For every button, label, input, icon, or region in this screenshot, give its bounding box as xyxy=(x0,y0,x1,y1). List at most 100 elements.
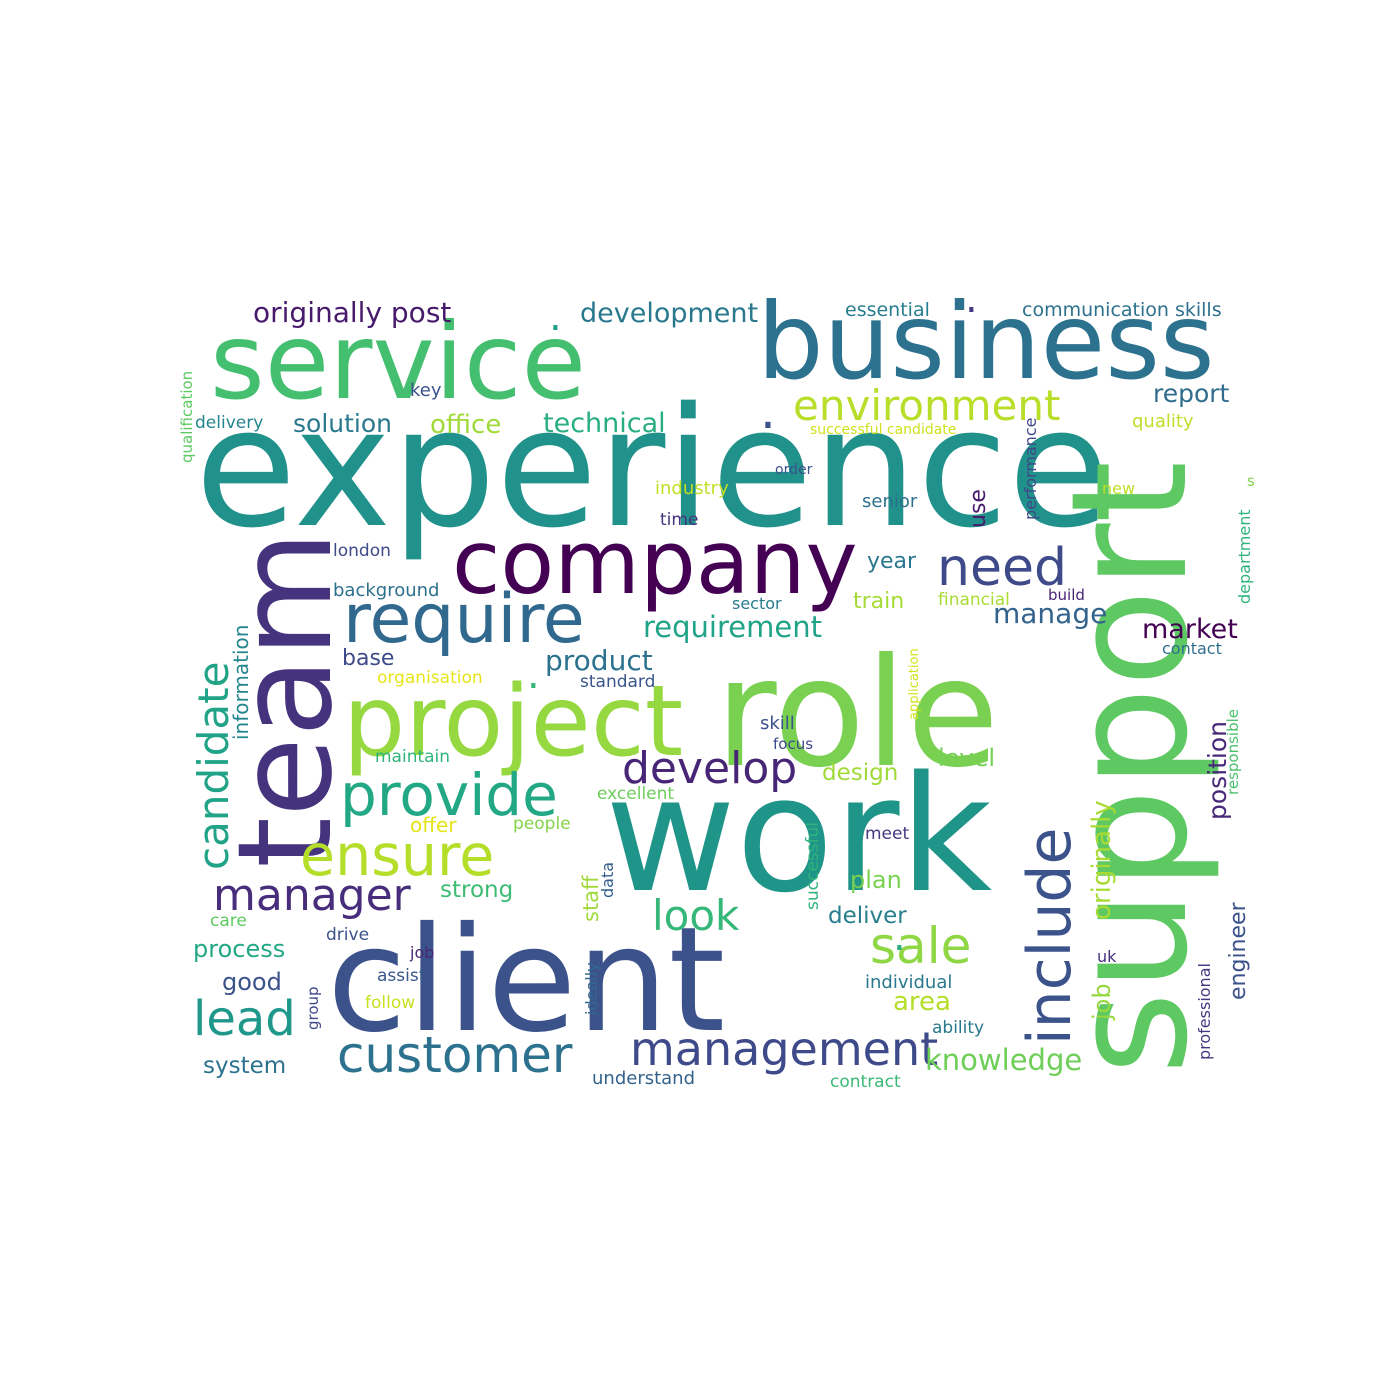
cloud-word-maintain: maintain xyxy=(375,747,450,767)
cloud-word-ideally: ideally xyxy=(582,962,601,1015)
cloud-word-position: position xyxy=(1203,721,1232,820)
cloud-word-company: company xyxy=(452,511,858,614)
cloud-word-understand: understand xyxy=(592,1068,695,1089)
cloud-word-communication-skills: communication skills xyxy=(1022,299,1222,321)
cloud-word-s: s xyxy=(1247,472,1255,490)
cloud-word-people: people xyxy=(513,814,571,834)
cloud-word-deliver: deliver xyxy=(828,903,907,929)
cloud-word-ability: ability xyxy=(932,1018,984,1038)
cloud-word-delivery: delivery xyxy=(195,413,263,433)
cloud-word-quality: quality xyxy=(1132,411,1194,432)
cloud-word-dot: . xyxy=(527,652,540,698)
cloud-word-develop: develop xyxy=(622,743,797,794)
cloud-word-technical: technical xyxy=(543,408,666,439)
cloud-word-client: client xyxy=(327,896,725,1065)
cloud-word-dot: . xyxy=(965,276,978,322)
cloud-word-role: role xyxy=(715,627,999,801)
cloud-word-staff: staff xyxy=(579,875,603,922)
cloud-word-report: report xyxy=(1153,379,1230,408)
cloud-word-lead: lead xyxy=(193,991,296,1047)
cloud-word-organisation: organisation xyxy=(377,668,483,688)
cloud-word-contract: contract xyxy=(830,1072,901,1092)
cloud-word-follow: follow xyxy=(365,993,415,1013)
cloud-word-individual: individual xyxy=(865,972,952,993)
cloud-word-industry: industry xyxy=(655,478,729,499)
cloud-word-use: use xyxy=(966,489,991,528)
cloud-word-group: group xyxy=(304,986,322,1030)
cloud-word-product: product xyxy=(545,644,653,677)
cloud-word-business: business xyxy=(757,281,1215,403)
cloud-word-level: level xyxy=(938,744,995,772)
cloud-word-essential: essential xyxy=(845,299,930,321)
cloud-word-job: job xyxy=(1088,983,1116,1021)
cloud-word-order: order xyxy=(775,462,813,478)
cloud-word-key: key xyxy=(410,380,442,401)
cloud-word-new: new xyxy=(1102,479,1135,498)
cloud-word-engineer: engineer xyxy=(1226,901,1251,1000)
cloud-word-responsible: responsible xyxy=(1224,709,1242,795)
cloud-word-qualification: qualification xyxy=(178,371,196,463)
cloud-word-skill: skill xyxy=(760,713,795,734)
cloud-word-contact: contact xyxy=(1162,639,1222,658)
cloud-word-professional: professional xyxy=(1195,963,1214,1060)
cloud-word-manager: manager xyxy=(213,870,412,921)
cloud-word-office: office xyxy=(430,410,501,440)
cloud-word-solution: solution xyxy=(293,409,392,438)
cloud-word-process: process xyxy=(193,935,285,963)
cloud-word-customer: customer xyxy=(337,1026,573,1084)
cloud-word-project: project xyxy=(343,665,683,779)
cloud-word-excellent: excellent xyxy=(597,784,674,804)
cloud-word-base: base xyxy=(342,646,394,671)
cloud-word-sale: sale xyxy=(870,917,971,975)
cloud-word-candidate: candidate xyxy=(189,662,238,870)
cloud-word-look: look xyxy=(652,891,740,940)
cloud-word-strong: strong xyxy=(440,877,513,903)
cloud-word-market: market xyxy=(1142,614,1238,645)
cloud-word-background: background xyxy=(333,580,439,601)
cloud-word-need: need xyxy=(937,538,1067,598)
cloud-word-time: time xyxy=(660,510,698,530)
cloud-word-support: support xyxy=(1036,461,1223,1075)
cloud-word-management: management xyxy=(630,1022,938,1076)
cloud-word-manage: manage xyxy=(993,597,1107,630)
cloud-word-information: information xyxy=(229,625,253,740)
cloud-word-system: system xyxy=(203,1053,286,1079)
cloud-word-standard: standard xyxy=(580,672,655,692)
cloud-word-financial: financial xyxy=(938,590,1010,610)
cloud-word-dot: . xyxy=(893,914,906,960)
cloud-word-build: build xyxy=(1048,586,1085,604)
cloud-word-design: design xyxy=(822,760,898,786)
cloud-word-train: train xyxy=(853,589,904,614)
cloud-word-service: service xyxy=(210,301,586,423)
cloud-word-assist: assist xyxy=(377,966,426,986)
cloud-word-provide: provide xyxy=(340,761,558,829)
cloud-word-require: require xyxy=(343,580,585,659)
cloud-word-team: team xyxy=(209,531,361,868)
cloud-word-focus: focus xyxy=(773,735,813,753)
cloud-word-environment: environment xyxy=(793,381,1060,430)
cloud-word-dot: . xyxy=(549,294,562,340)
cloud-word-year: year xyxy=(867,549,917,574)
cloud-word-successful: successful xyxy=(803,822,823,910)
cloud-word-london: london xyxy=(333,541,391,561)
cloud-word-drive: drive xyxy=(326,925,369,945)
cloud-word-senior: senior xyxy=(862,491,918,512)
cloud-word-uk: uk xyxy=(1097,947,1117,966)
cloud-word-area: area xyxy=(893,987,951,1017)
cloud-word-requirement: requirement xyxy=(643,610,822,644)
cloud-word-sector: sector xyxy=(732,594,782,613)
cloud-word-department: department xyxy=(1235,509,1254,604)
cloud-word-job: job xyxy=(409,943,434,962)
cloud-word-knowledge: knowledge xyxy=(925,1043,1082,1077)
cloud-word-development: development xyxy=(580,298,758,329)
cloud-word-experience: experience xyxy=(195,372,1110,564)
cloud-word-dot: . xyxy=(760,382,776,440)
cloud-word-ensure: ensure xyxy=(300,823,494,889)
cloud-word-originally-post: originally post xyxy=(253,296,451,329)
cloud-word-data: data xyxy=(598,862,617,898)
cloud-word-plan: plan xyxy=(850,866,902,894)
cloud-word-successful-candidate: successful candidate xyxy=(810,422,956,438)
